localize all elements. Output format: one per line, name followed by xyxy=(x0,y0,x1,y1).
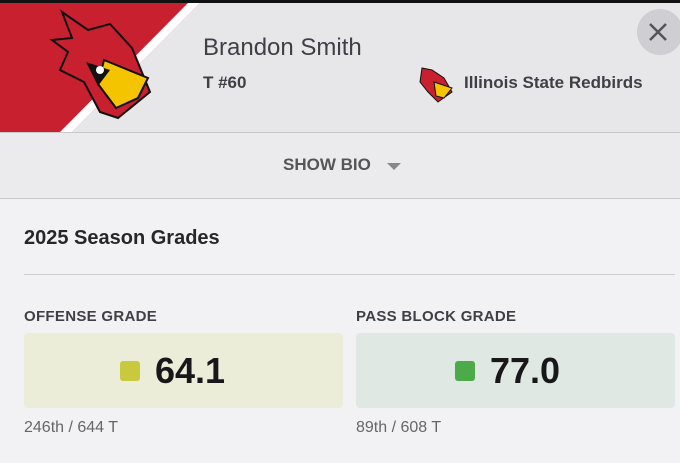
team-logo xyxy=(49,9,152,120)
section-title: 2025 Season Grades xyxy=(24,227,220,249)
grade-value: 64.1 xyxy=(155,350,226,391)
grade-box: 77.0 xyxy=(356,333,675,408)
team-name: Illinois State Redbirds xyxy=(464,73,643,92)
bio-bar[interactable] xyxy=(0,133,680,198)
divider xyxy=(24,274,675,275)
grade-label: PASS BLOCK GRADE xyxy=(356,308,517,325)
close-icon xyxy=(649,23,667,41)
header-graphics xyxy=(0,0,680,199)
grade-rank: 246th / 644 T xyxy=(24,419,118,436)
grade-value: 77.0 xyxy=(490,350,561,391)
team-logo-small xyxy=(419,67,453,103)
grade-label: OFFENSE GRADE xyxy=(24,308,158,325)
player-name: Brandon Smith xyxy=(203,34,362,61)
grade-indicator xyxy=(120,361,140,381)
caret-icon xyxy=(387,163,401,170)
grade-rank: 89th / 608 T xyxy=(356,419,442,436)
grade-box: 64.1 xyxy=(24,333,343,408)
show-bio[interactable]: SHOW BIO xyxy=(283,155,371,174)
top-bar xyxy=(0,0,680,3)
position-number: T #60 xyxy=(203,73,247,92)
grade-indicator xyxy=(455,361,475,381)
